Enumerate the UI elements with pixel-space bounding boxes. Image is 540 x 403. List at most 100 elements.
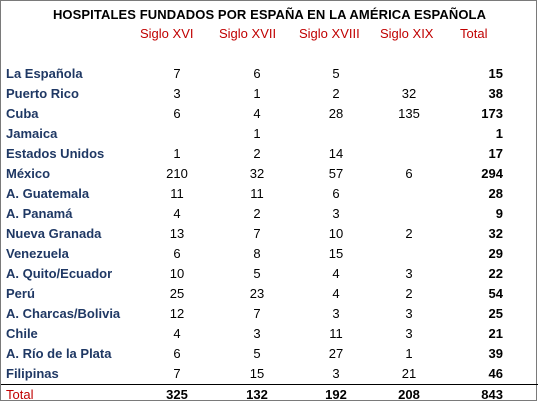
cell-siglo-xvii: 2 [253,146,261,161]
cell-siglo-xvi: 3 [173,86,181,101]
cell-siglo-xvi: 25 [169,286,185,301]
cell-siglo-xvi: 11 [170,186,184,201]
cell-siglo-xvi: 210 [166,166,188,181]
table-row: Perú 25 23 4 2 54 [1,284,538,304]
cell-siglo-xvi: 4 [173,206,181,221]
cell-siglo-xvi: 7 [173,66,181,81]
cell-total: 22 [488,266,503,281]
cell-total: 54 [488,286,503,301]
cell-siglo-xvii: 1 [253,126,261,141]
cell-siglo-xviii: 4 [332,266,340,281]
cell-siglo-xvii: 5 [253,346,261,361]
cell-siglo-xviii: 3 [332,366,340,381]
table-row: Venezuela 6 8 15 29 [1,244,538,264]
table-title: HOSPITALES FUNDADOS POR ESPAÑA EN LA AMÉ… [52,7,487,22]
table-row: Cuba 6 4 28 135 173 [1,104,538,124]
cell-siglo-xviii: 27 [328,346,344,361]
cell-siglo-xviii: 4 [332,286,340,301]
table-row: México 210 32 57 6 294 [1,164,538,184]
row-label: Filipinas [6,366,59,381]
cell-total: 9 [495,206,503,221]
cell-siglo-xvi: 7 [173,366,181,381]
totals-label: Total [6,387,34,402]
cell-siglo-xvi: 1 [173,146,181,161]
cell-siglo-xvii: 8 [253,246,261,261]
cell-total: 15 [488,66,503,81]
cell-siglo-xvii: 5 [253,266,261,281]
row-label: A. Río de la Plata [6,346,112,361]
table-row: Chile 4 3 11 3 21 [1,324,538,344]
total-siglo-xviii: 192 [325,387,347,402]
cell-siglo-xviii: 6 [332,186,340,201]
row-label: Jamaica [6,126,58,141]
cell-siglo-xvii: 7 [253,226,261,241]
row-label: A. Charcas/Bolivia [6,306,121,321]
cell-siglo-xviii: 28 [328,106,344,121]
cell-total: 38 [488,86,503,101]
row-label: Perú [6,286,35,301]
column-header-siglo-xviii: Siglo XVIII [299,26,360,41]
cell-siglo-xix: 135 [398,106,420,121]
row-label: Chile [6,326,38,341]
cell-siglo-xviii: 14 [328,146,344,161]
cell-siglo-xviii: 10 [328,226,344,241]
row-label: Venezuela [6,246,69,261]
row-label: Cuba [6,106,39,121]
column-header-total: Total [460,26,488,41]
table-row: La Española 7 6 5 15 [1,64,538,84]
cell-siglo-xviii: 11 [329,326,343,341]
row-label: Estados Unidos [6,146,105,161]
cell-total: 294 [481,166,503,181]
cell-siglo-xvii: 7 [253,306,261,321]
totals-row: Total 325 132 192 208 843 [1,384,538,403]
row-label: A. Panamá [6,206,73,221]
cell-siglo-xvii: 4 [253,106,261,121]
cell-total: 29 [488,246,503,261]
cell-siglo-xvi: 6 [173,246,181,261]
table-row: A. Panamá 4 2 3 9 [1,204,538,224]
table-row: A. Quito/Ecuador 10 5 4 3 22 [1,264,538,284]
table-row: A. Guatemala 11 11 6 28 [1,184,538,204]
table-body: La Española 7 6 5 15 Puerto Rico 3 1 2 32 38 Cuba 6 4… [1,64,538,384]
cell-siglo-xviii: 3 [332,206,340,221]
column-header-siglo-xvi: Siglo XVI [140,26,194,41]
cell-siglo-xvi: 6 [173,106,181,121]
cell-siglo-xix: 2 [405,226,413,241]
cell-siglo-xvii: 11 [250,186,264,201]
cell-siglo-xviii: 15 [328,246,344,261]
cell-siglo-xvii: 15 [249,366,265,381]
cell-total: 173 [481,106,503,121]
cell-total: 39 [488,346,503,361]
cell-siglo-xvi: 6 [173,346,181,361]
cell-siglo-xix: 2 [405,286,413,301]
cell-siglo-xix: 3 [405,306,413,321]
cell-siglo-xvi: 12 [169,306,185,321]
cell-siglo-xix: 1 [405,346,413,361]
cell-total: 17 [488,146,503,161]
column-header-siglo-xvii: Siglo XVII [219,26,277,41]
cell-total: 25 [488,306,503,321]
cell-siglo-xvii: 6 [253,66,261,81]
cell-siglo-xvii: 2 [253,206,261,221]
cell-total: 1 [495,126,503,141]
table-row: A. Río de la Plata 6 5 27 1 39 [1,344,538,364]
row-label: A. Quito/Ecuador [6,266,113,281]
cell-siglo-xix: 3 [405,266,413,281]
cell-siglo-xviii: 5 [332,66,340,81]
cell-siglo-xviii: 3 [332,306,340,321]
column-headers: Siglo XVI Siglo XVII Siglo XVIII Siglo X… [1,26,538,44]
table-row: Estados Unidos 1 2 14 17 [1,144,538,164]
row-label: La Española [6,66,83,81]
cell-total: 32 [488,226,503,241]
total-siglo-xix: 208 [398,387,420,402]
cell-siglo-xvii: 23 [249,286,265,301]
cell-total: 21 [488,326,503,341]
cell-siglo-xviii: 2 [332,86,340,101]
cell-total: 46 [488,366,503,381]
table-row: Filipinas 7 15 3 21 46 [1,364,538,384]
cell-siglo-xvi: 10 [169,266,185,281]
table-row: Puerto Rico 3 1 2 32 38 [1,84,538,104]
cell-siglo-xvi: 13 [169,226,185,241]
column-header-siglo-xix: Siglo XIX [380,26,434,41]
total-siglo-xvii: 132 [246,387,268,402]
